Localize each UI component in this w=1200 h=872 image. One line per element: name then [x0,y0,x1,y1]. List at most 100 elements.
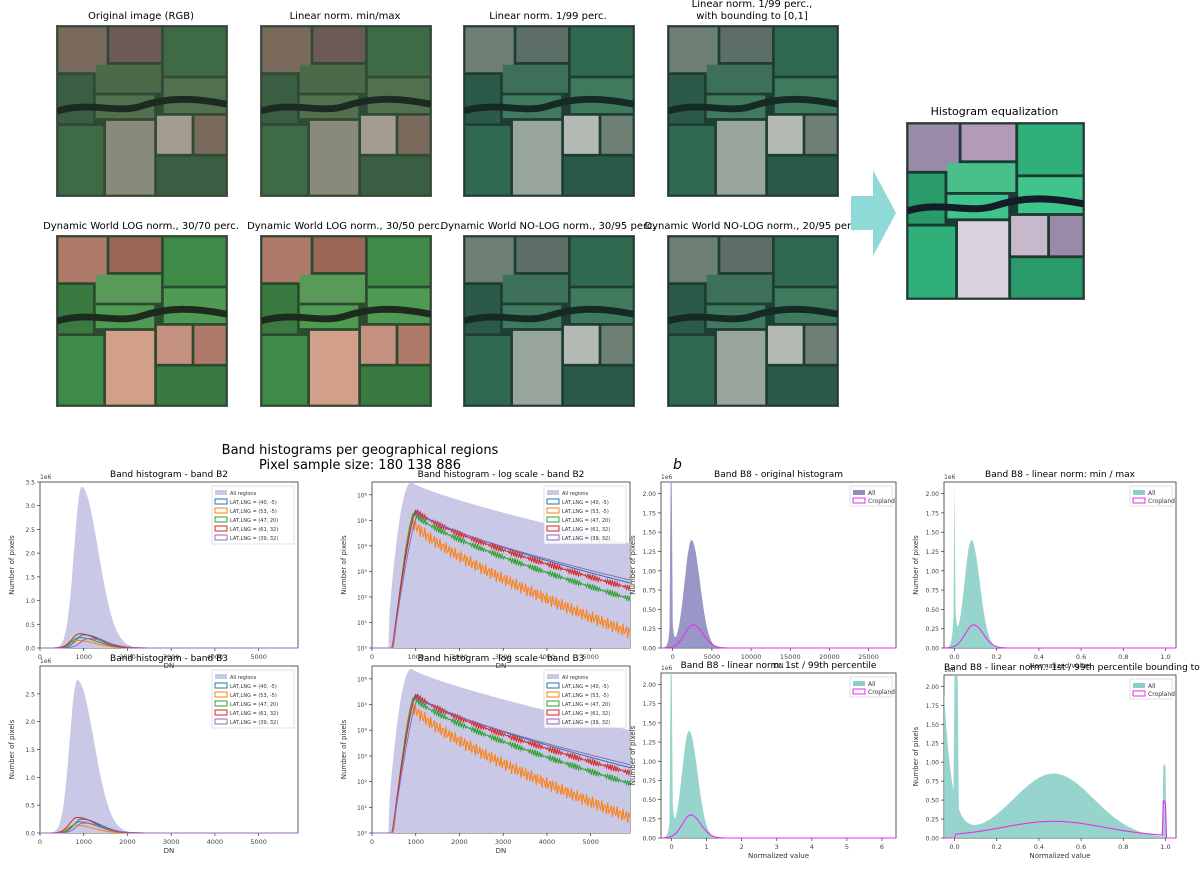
legend-swatch [546,534,560,541]
legend-label: LAT,LNG = (47, 20) [230,518,278,524]
legend-label: LAT,LNG = (47, 20) [562,518,610,524]
x-tick-label: 2000 [451,838,468,846]
legend-label: Cropland [1148,498,1175,505]
y-tick-label: 1.5 [25,574,35,581]
legend-swatch [214,498,228,505]
series-line-cropland [660,814,896,839]
legend-label: LAT,LNG = (40, -5) [230,500,277,506]
x-tick-label: 0 [370,653,374,661]
y-tick-label: 1.75 [643,510,657,517]
legend-swatch [1133,683,1145,688]
y-tick-label: 0.25 [643,816,657,823]
y-axis-label: Number of pixels [912,535,920,595]
y-exponent: 1e6 [661,474,673,481]
x-tick-label: 3 [775,843,779,851]
x-tick-label: 0.0 [949,653,959,661]
y-tick-label: 1.00 [926,568,940,575]
legend-swatch [853,681,865,686]
y-tick-label: 0.50 [926,798,940,805]
x-tick-label: 4000 [207,838,224,846]
y-tick-label: 0.0 [25,831,35,838]
chart-title: Band histogram - band B3 [110,654,228,664]
x-tick-label: 0.0 [949,843,959,851]
legend-swatch [214,525,228,532]
satellite-image [463,235,635,407]
legend-swatch [546,507,560,514]
chart-8: Band B8 - linear norm.: 1st / 99th perce… [904,661,1200,868]
y-tick-label: 0.25 [643,626,657,633]
y-tick-label: 3.0 [25,503,35,510]
y-exponent: 1e6 [40,474,52,481]
tile-title: Linear norm. 1/99 perc., with bounding t… [691,0,813,22]
y-tick-label: 10³ [357,753,368,760]
y-tick-label: 10¹ [357,805,368,812]
y-tick-label: 1.50 [926,530,940,537]
x-tick-label: 2 [740,843,744,851]
x-tick-label: 2000 [451,653,468,661]
y-tick-label: 1.00 [643,568,657,575]
x-tick-label: 4 [810,843,814,851]
y-tick-label: 0.25 [926,626,940,633]
series-area-all-regions [40,680,298,833]
x-tick-label: 0.4 [1034,843,1044,851]
x-tick-label: 5000 [250,838,267,846]
tile-title: Linear norm. 1/99 perc. [489,11,607,22]
legend-swatch [547,490,559,495]
section-a-title-line1: Band histograms per geographical regions [221,443,499,458]
y-tick-label: 10² [357,594,368,601]
y-tick-label: 0.00 [926,836,940,843]
y-tick-label: 1.25 [926,741,940,748]
legend-label: LAT,LNG = (53, -5) [230,509,277,515]
x-tick-label: 0 [370,838,374,846]
legend-label: All regions [562,675,589,681]
y-tick-label: 10⁴ [357,543,368,550]
legend-label: All regions [562,491,589,497]
legend-swatch [214,516,228,523]
x-tick-label: 0.8 [1118,653,1128,661]
legend-swatch [547,674,559,679]
chart-svg: 0 5000 10000 15000 20000 25000 0.00 0.25 0.50 0.7… [629,474,897,670]
x-tick-label: 4000 [207,653,224,661]
y-exponent: 1e6 [40,658,52,665]
tile-title: Dynamic World LOG norm., 30/70 perc. [43,221,239,232]
y-axis-label: Number of pixels [912,726,920,786]
satellite-image [260,235,432,407]
y-axis-label: Number of pixels [629,725,637,785]
series-line [372,702,631,834]
satellite-image [667,25,839,197]
y-tick-label: 2.0 [25,719,35,726]
satellite-image [56,235,228,407]
y-tick-label: 1.50 [643,720,657,727]
legend-swatch [852,497,866,504]
x-tick-label: 3000 [495,838,512,846]
x-tick-label: 0 [671,653,675,661]
legend-label: LAT,LNG = (61, 32) [230,711,278,717]
legend-swatch [1132,690,1146,697]
chart-5: Band B8 - original histogram 0 5000 10000 15… [621,468,936,678]
arrow-icon [851,170,896,256]
y-tick-label: 2.0 [25,551,35,558]
legend-label: LAT,LNG = (39, 32) [230,536,278,542]
y-tick-label: 0.75 [643,778,657,785]
chart-svg: 0 1 2 3 4 5 6 0.00 0.25 0.50 0.75 1.00 1.25 1.50 1.75 2… [629,665,897,860]
chart-title: Band B8 - linear norm: 1st / 99th percen… [680,661,877,671]
legend-swatch [546,682,560,689]
legend-label: LAT,LNG = (40, -5) [230,684,277,690]
series-line [372,512,631,649]
legend-label: LAT,LNG = (39, 32) [562,720,610,726]
legend-swatch [214,682,228,689]
x-tick-label: 0 [669,843,673,851]
legend-label: All [1148,683,1156,690]
legend-label: LAT,LNG = (40, -5) [562,500,609,506]
y-axis-label: Number of pixels [629,535,637,595]
x-tick-label: 5000 [582,838,599,846]
y-tick-label: 2.00 [926,491,940,498]
legend-label: LAT,LNG = (39, 32) [230,720,278,726]
y-axis-label: Number of pixels [8,535,16,595]
legend-label: LAT,LNG = (40, -5) [562,684,609,690]
y-tick-label: 2.5 [25,691,35,698]
x-tick-label: 1000 [407,838,424,846]
chart-7: Band B8 - linear norm: 1st / 99th percen… [621,659,936,868]
